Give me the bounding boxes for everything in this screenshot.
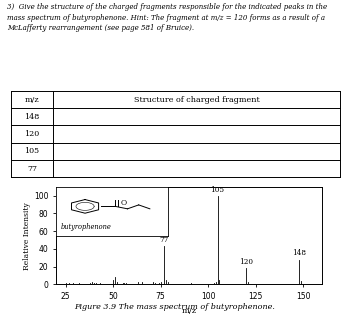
Text: 77: 77 <box>27 164 37 173</box>
Text: Structure of charged fragment: Structure of charged fragment <box>133 96 259 104</box>
X-axis label: m/z: m/z <box>181 306 197 315</box>
Text: 105: 105 <box>24 147 40 155</box>
Text: 105: 105 <box>210 186 224 193</box>
Text: 3)  Give the structure of the charged fragments responsible for the indicated pe: 3) Give the structure of the charged fra… <box>7 3 327 32</box>
Text: 120: 120 <box>239 258 253 266</box>
Text: 148: 148 <box>24 113 40 121</box>
Text: 77: 77 <box>160 236 169 244</box>
Text: 148: 148 <box>292 249 306 257</box>
Y-axis label: Relative Intensity: Relative Intensity <box>23 202 31 269</box>
Text: m/z: m/z <box>25 96 39 104</box>
Text: 120: 120 <box>24 130 40 138</box>
Text: Figure 3.9 The mass spectrum of butyrophenone.: Figure 3.9 The mass spectrum of butyroph… <box>75 303 275 311</box>
